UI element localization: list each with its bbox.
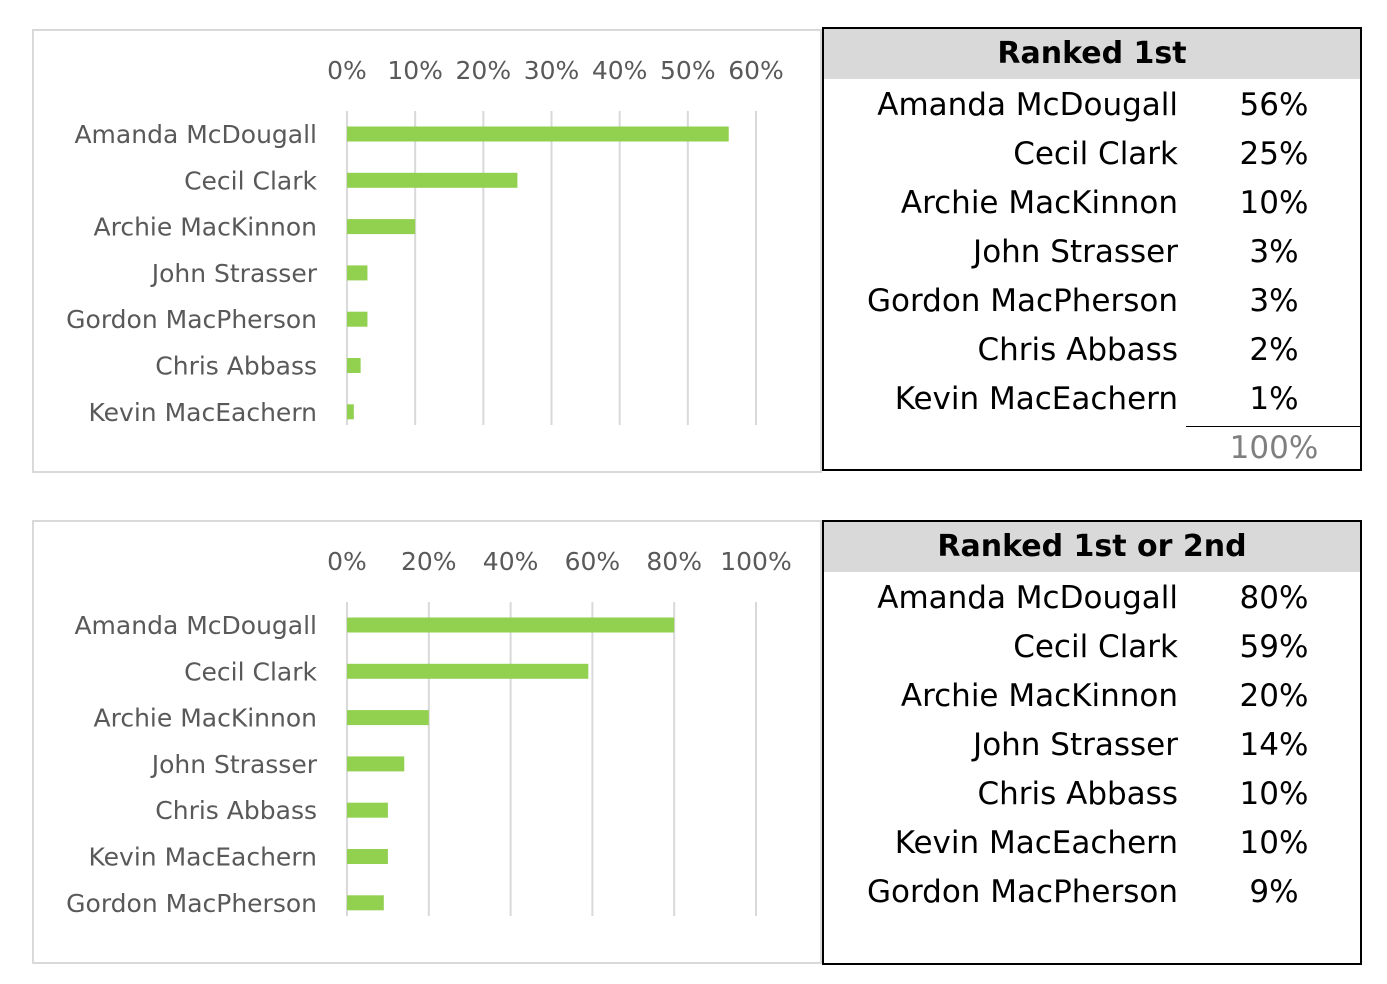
candidate-percent: 10%: [1239, 825, 1309, 861]
x-tick-label: 40%: [483, 547, 539, 576]
bar: [347, 849, 388, 864]
table-row: Archie MacKinnon 10%: [824, 179, 1360, 228]
category-label: John Strasser: [150, 259, 318, 288]
category-label: Chris Abbass: [155, 352, 317, 381]
candidate-name: John Strasser: [973, 234, 1178, 270]
candidate-name: Chris Abbass: [977, 332, 1178, 368]
candidate-percent: 80%: [1239, 580, 1309, 616]
candidate-percent: 1%: [1249, 381, 1299, 417]
candidate-name: Gordon MacPherson: [866, 283, 1178, 319]
table-row: Chris Abbass 2%: [824, 326, 1360, 375]
chart-ranked-1st-svg: 0% 10% 20% 30% 40% 50% 60% Amanda McDougall Ceci…: [66, 56, 784, 427]
candidate-name: Amanda McDougall: [877, 87, 1178, 123]
category-label: Archie MacKinnon: [94, 213, 318, 242]
candidate-percent: 59%: [1239, 629, 1309, 665]
bar: [347, 126, 729, 142]
bar: [347, 663, 589, 679]
bar: [347, 756, 405, 772]
x-tick-label: 40%: [592, 56, 648, 85]
table-ranked-1st-or-2nd: Ranked 1st or 2nd Amanda McDougall 80% Cec…: [822, 520, 1362, 965]
category-label: Chris Abbass: [155, 796, 317, 825]
candidate-name: Cecil Clark: [1013, 136, 1178, 172]
table-header: Ranked 1st: [824, 29, 1360, 79]
x-tick-label: 30%: [524, 56, 580, 85]
table-row: Gordon MacPherson 3%: [824, 277, 1360, 326]
category-label: Kevin MacEachern: [89, 843, 317, 872]
candidate-name: Gordon MacPherson: [866, 874, 1178, 910]
bar: [347, 358, 361, 373]
candidate-name: Archie MacKinnon: [900, 185, 1178, 221]
chart-ranked-1st-or-2nd-svg: 0% 20% 40% 60% 80% 100% Amanda McDougall Cecil …: [66, 547, 792, 918]
category-label: Cecil Clark: [184, 166, 317, 195]
total-divider: [1186, 426, 1362, 427]
bar: [347, 895, 384, 911]
x-tick-label: 10%: [387, 56, 443, 85]
x-tick-label: 0%: [327, 547, 367, 576]
table-row: Amanda McDougall 80%: [824, 574, 1360, 623]
chart-ranked-1st-or-2nd: 0% 20% 40% 60% 80% 100% Amanda McDougall Cecil …: [32, 520, 822, 964]
x-tick-label: 0%: [327, 56, 367, 85]
table-row: Chris Abbass 10%: [824, 770, 1360, 819]
candidate-name: Archie MacKinnon: [900, 678, 1178, 714]
category-label: John Strasser: [150, 750, 318, 779]
candidate-percent: 10%: [1239, 185, 1309, 221]
candidate-name: Kevin MacEachern: [894, 381, 1178, 417]
candidate-percent: 14%: [1239, 727, 1309, 763]
candidate-percent: 9%: [1249, 874, 1299, 910]
table-row: Amanda McDougall 56%: [824, 81, 1360, 130]
table-row: Cecil Clark 59%: [824, 623, 1360, 672]
table-row: Gordon MacPherson 9%: [824, 868, 1360, 917]
bar: [347, 172, 518, 188]
candidate-percent: 3%: [1249, 234, 1299, 270]
candidate-percent: 25%: [1239, 136, 1309, 172]
bar: [347, 404, 354, 420]
x-tick-label: 50%: [660, 56, 716, 85]
category-label: Amanda McDougall: [74, 120, 317, 149]
table-row: John Strasser 14%: [824, 721, 1360, 770]
x-tick-label: 20%: [401, 547, 457, 576]
candidate-name: Kevin MacEachern: [894, 825, 1178, 861]
candidate-percent: 10%: [1239, 776, 1309, 812]
table-row: Cecil Clark 25%: [824, 130, 1360, 179]
candidate-percent: 56%: [1239, 87, 1309, 123]
category-label: Cecil Clark: [184, 657, 317, 686]
candidate-percent: 2%: [1249, 332, 1299, 368]
bar: [347, 802, 388, 818]
total-percent: 100%: [1229, 430, 1319, 466]
table-row: Kevin MacEachern 10%: [824, 819, 1360, 868]
x-tick-label: 20%: [456, 56, 512, 85]
x-tick-label: 60%: [728, 56, 784, 85]
category-label: Gordon MacPherson: [66, 305, 317, 334]
x-tick-label: 60%: [565, 547, 621, 576]
category-label: Archie MacKinnon: [94, 704, 318, 733]
bar: [347, 265, 368, 281]
table-row: Archie MacKinnon 20%: [824, 672, 1360, 721]
candidate-percent: 3%: [1249, 283, 1299, 319]
category-label: Amanda McDougall: [74, 611, 317, 640]
category-label: Kevin MacEachern: [89, 398, 317, 427]
table-row: Kevin MacEachern 1%: [824, 375, 1360, 424]
bar: [347, 219, 416, 235]
chart-ranked-1st: 0% 10% 20% 30% 40% 50% 60% Amanda McDougall Ceci…: [32, 29, 822, 473]
x-tick-label: 100%: [720, 547, 791, 576]
candidate-percent: 20%: [1239, 678, 1309, 714]
candidate-name: Cecil Clark: [1013, 629, 1178, 665]
candidate-name: Chris Abbass: [977, 776, 1178, 812]
table-ranked-1st: Ranked 1st Amanda McDougall 56% Cecil Clar…: [822, 27, 1362, 471]
bar: [347, 710, 429, 726]
candidate-name: Amanda McDougall: [877, 580, 1178, 616]
x-tick-label: 80%: [646, 547, 702, 576]
bar: [347, 311, 368, 327]
table-header: Ranked 1st or 2nd: [824, 522, 1360, 572]
bar: [347, 617, 675, 633]
table-row: John Strasser 3%: [824, 228, 1360, 277]
category-label: Gordon MacPherson: [66, 889, 317, 918]
candidate-name: John Strasser: [973, 727, 1178, 763]
